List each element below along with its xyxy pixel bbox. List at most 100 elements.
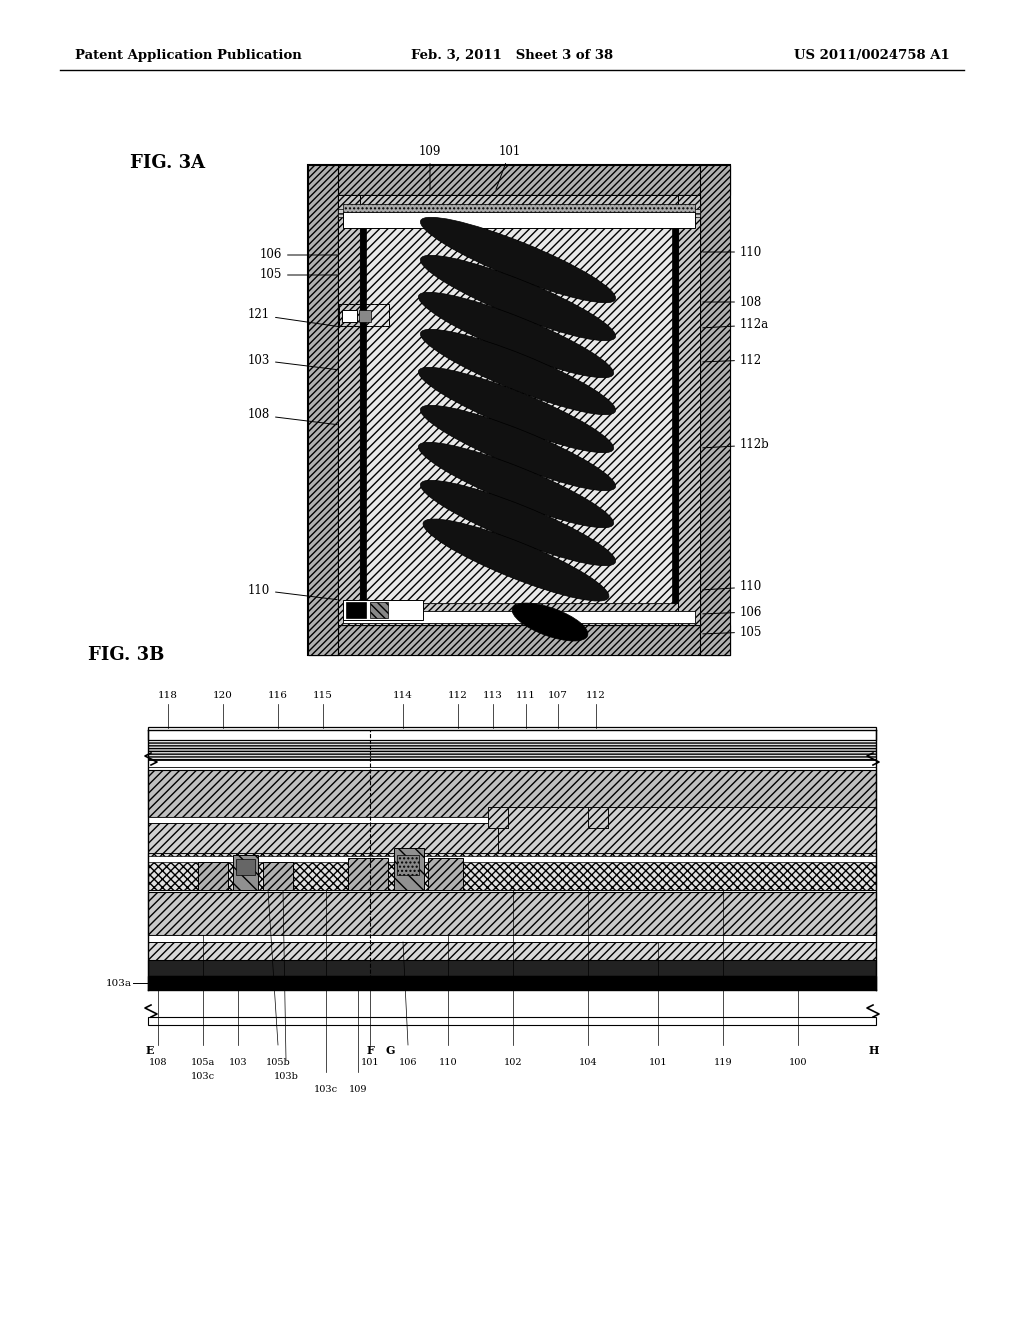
- Text: 104: 104: [579, 1059, 597, 1067]
- Text: 101: 101: [648, 1059, 668, 1067]
- Text: 112a: 112a: [702, 318, 769, 331]
- Ellipse shape: [419, 292, 613, 378]
- Text: 105b: 105b: [265, 1059, 291, 1067]
- Text: H: H: [868, 1045, 880, 1056]
- Bar: [343, 611, 695, 623]
- Bar: [370, 602, 388, 618]
- Bar: [672, 216, 678, 603]
- Bar: [308, 165, 730, 195]
- Bar: [343, 213, 695, 228]
- Text: US 2011/0024758 A1: US 2011/0024758 A1: [795, 49, 950, 62]
- Text: 118: 118: [158, 690, 178, 700]
- Text: 109: 109: [349, 1085, 368, 1094]
- Ellipse shape: [512, 603, 588, 642]
- Bar: [148, 741, 876, 760]
- Text: 121: 121: [248, 309, 359, 330]
- Text: 112: 112: [586, 690, 606, 700]
- Bar: [338, 195, 700, 624]
- Bar: [428, 858, 463, 890]
- Text: 119: 119: [714, 1059, 732, 1067]
- Text: 103: 103: [248, 354, 337, 370]
- Text: 110: 110: [702, 581, 762, 594]
- Text: F: F: [366, 1045, 374, 1056]
- Bar: [233, 855, 258, 890]
- Bar: [148, 822, 498, 853]
- Ellipse shape: [421, 405, 615, 491]
- Text: 112b: 112b: [702, 438, 770, 451]
- Text: 109: 109: [419, 145, 441, 189]
- Text: 112: 112: [449, 690, 468, 700]
- Bar: [148, 727, 876, 741]
- Bar: [588, 807, 608, 828]
- Bar: [339, 304, 389, 326]
- Ellipse shape: [421, 255, 615, 341]
- Bar: [148, 892, 876, 935]
- Bar: [338, 209, 700, 216]
- Bar: [498, 807, 876, 853]
- Bar: [339, 304, 389, 326]
- Bar: [236, 859, 255, 875]
- Ellipse shape: [419, 442, 613, 528]
- Bar: [308, 165, 338, 655]
- Bar: [360, 216, 366, 603]
- Text: 112: 112: [702, 354, 762, 367]
- Bar: [148, 990, 876, 1010]
- Text: 108: 108: [248, 408, 337, 425]
- Bar: [359, 310, 371, 322]
- Bar: [360, 216, 678, 603]
- Text: 113: 113: [483, 690, 503, 700]
- Text: 103a: 103a: [106, 978, 132, 987]
- Text: FIG. 3A: FIG. 3A: [130, 154, 205, 172]
- Text: 110: 110: [438, 1059, 458, 1067]
- Bar: [148, 942, 876, 960]
- Bar: [394, 847, 424, 890]
- Bar: [148, 853, 876, 890]
- Bar: [148, 960, 876, 975]
- Text: 106: 106: [260, 248, 337, 261]
- Text: 108: 108: [148, 1059, 167, 1067]
- Bar: [338, 195, 360, 624]
- Bar: [263, 862, 293, 890]
- Bar: [488, 807, 508, 828]
- Bar: [338, 603, 700, 624]
- Text: 103c: 103c: [190, 1072, 215, 1081]
- Bar: [678, 195, 700, 624]
- Bar: [308, 165, 730, 655]
- Text: 100: 100: [788, 1059, 807, 1067]
- Bar: [148, 975, 876, 990]
- Text: G: G: [385, 1045, 394, 1056]
- Text: 110: 110: [248, 583, 337, 599]
- Text: 110: 110: [702, 246, 762, 259]
- Bar: [148, 1016, 876, 1026]
- Bar: [346, 602, 366, 618]
- Text: 103: 103: [228, 1059, 248, 1067]
- Text: 114: 114: [393, 690, 413, 700]
- Bar: [360, 216, 678, 603]
- Text: 108: 108: [702, 296, 762, 309]
- Ellipse shape: [421, 329, 615, 414]
- Text: 107: 107: [548, 690, 568, 700]
- Text: 105: 105: [260, 268, 337, 281]
- Bar: [498, 807, 876, 853]
- Bar: [148, 760, 876, 767]
- Bar: [148, 770, 876, 817]
- Text: 106: 106: [398, 1059, 417, 1067]
- Text: 116: 116: [268, 690, 288, 700]
- Text: FIG. 3B: FIG. 3B: [88, 645, 165, 664]
- Text: 102: 102: [504, 1059, 522, 1067]
- Ellipse shape: [419, 367, 613, 453]
- Bar: [700, 165, 730, 655]
- Bar: [148, 935, 876, 942]
- Text: 105a: 105a: [190, 1059, 215, 1067]
- Bar: [148, 855, 876, 862]
- Bar: [308, 624, 730, 655]
- Bar: [488, 807, 508, 828]
- Ellipse shape: [421, 480, 615, 566]
- Ellipse shape: [423, 519, 609, 601]
- Bar: [338, 195, 700, 216]
- Text: 106: 106: [702, 606, 763, 619]
- Bar: [198, 862, 228, 890]
- Text: 115: 115: [313, 690, 333, 700]
- Text: 103c: 103c: [314, 1085, 338, 1094]
- Bar: [343, 205, 695, 213]
